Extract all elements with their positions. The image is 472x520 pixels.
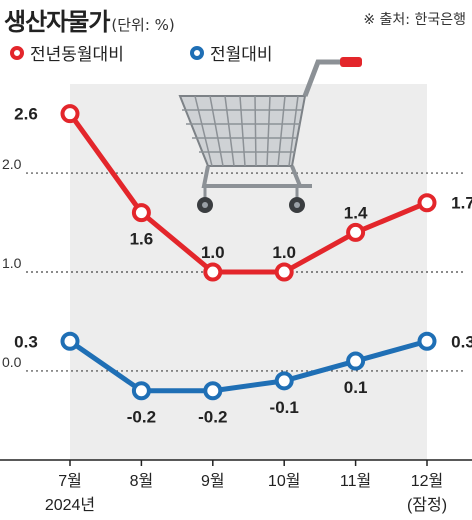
legend-marker-red-icon [10, 45, 24, 60]
x-tick-sublabel: (잠정) [407, 496, 447, 514]
x-tick-label: 9월 [201, 472, 225, 490]
y-tick-label: 0.0 [2, 354, 22, 370]
legend-label-mom: 전월대비 [210, 45, 273, 65]
series-line [68, 338, 428, 394]
data-point [417, 193, 437, 213]
source-note: ※ 출처: 한국은행 [363, 12, 466, 28]
title-text: 생산자물가 [4, 8, 110, 36]
data-label: 1.4 [344, 203, 368, 222]
data-label: 2.6 [14, 105, 38, 124]
data-label: -0.2 [127, 408, 156, 427]
y-tick-label: 1.0 [2, 255, 22, 271]
x-tick-label: 7월 [58, 472, 82, 490]
data-point [203, 381, 223, 401]
chart-title: 생산자물가 (단위: %) [4, 2, 175, 37]
data-label: 0.3 [14, 332, 38, 351]
data-point [346, 351, 366, 371]
data-point [60, 104, 80, 124]
data-point [417, 331, 437, 351]
data-label: -0.2 [198, 408, 227, 427]
x-tick-label: 10월 [268, 472, 301, 490]
data-label: 1.0 [201, 243, 225, 262]
legend-item-yoy: 전년동월대비 [10, 40, 124, 65]
data-point [203, 262, 223, 282]
data-point [131, 203, 151, 223]
data-label: 1.0 [272, 243, 296, 262]
x-tick-label: 11월 [340, 472, 371, 490]
legend-label-yoy: 전년동월대비 [30, 45, 124, 65]
data-label: 1.6 [130, 230, 154, 249]
shopping-cart-icon [178, 57, 362, 213]
x-tick-label: 8월 [130, 472, 154, 490]
legend-marker-blue-icon [190, 45, 204, 60]
x-tick-label: 12월 [411, 472, 444, 490]
data-point [131, 381, 151, 401]
legend-item-mom: 전월대비 [190, 40, 273, 65]
data-point [60, 331, 80, 351]
data-label: -0.1 [270, 398, 299, 417]
data-label: 1.7 [451, 194, 472, 213]
unit-label: (단위: %) [111, 16, 175, 34]
data-label: 0.1 [344, 378, 368, 397]
y-tick-label: 2.0 [2, 156, 22, 172]
series-line [67, 112, 428, 275]
data-point [274, 371, 294, 391]
x-tick-sublabel: 2024년 [45, 496, 95, 514]
data-point [274, 262, 294, 282]
data-label: 0.3 [451, 332, 472, 351]
data-point [346, 222, 366, 242]
